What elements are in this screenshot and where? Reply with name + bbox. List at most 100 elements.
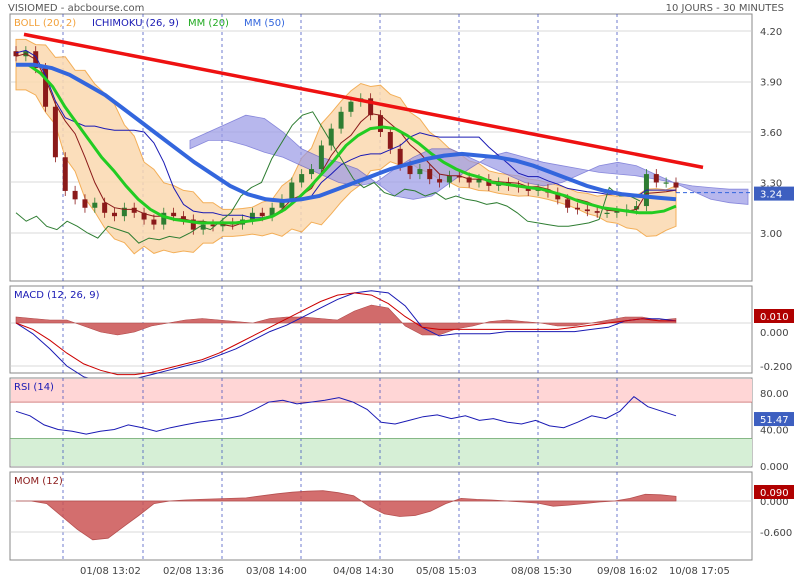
legend-ichimoku: ICHIMOKU (26, 9) <box>92 18 179 29</box>
rsi-title: RSI (14) <box>14 382 54 393</box>
candle-body <box>141 212 147 220</box>
y-tick-label: 40.00 <box>760 426 789 437</box>
macd-panel: 0.000 -0.200 0.010 <box>9 285 794 382</box>
price-panel: 4.20 3.90 3.60 3.30 3.00 3.24 <box>9 13 794 282</box>
candle-body <box>417 169 423 175</box>
current-value-label: 3.24 <box>760 190 782 201</box>
candle-body <box>407 165 413 175</box>
candle-body <box>82 199 88 208</box>
y-tick-label: 3.60 <box>760 128 782 139</box>
current-value-box <box>754 309 794 323</box>
mm50-line <box>16 62 677 204</box>
candle-body <box>663 182 669 184</box>
macd-yaxis: 0.000 -0.200 0.010 <box>754 309 794 373</box>
mom-yaxis: 0.000 -0.600 0.090 <box>754 485 794 539</box>
candle-body <box>131 207 137 213</box>
candle-body <box>72 190 78 200</box>
ichimoku-kijun-line <box>15 49 676 219</box>
candle-body <box>299 174 305 183</box>
y-tick-label: 0.000 <box>760 462 789 473</box>
ichimoku-cloud <box>189 114 749 205</box>
candle-body <box>673 182 679 188</box>
current-value-label: 0.010 <box>760 312 789 323</box>
symbol-title: VISIOMED - abcbourse.com <box>8 3 145 14</box>
candle-body <box>397 148 403 166</box>
current-value-label: 51.47 <box>760 415 789 426</box>
candle-body <box>437 179 443 183</box>
legend-mm50: MM (50) <box>244 18 285 29</box>
period-label: 10 JOURS - 30 MINUTES <box>665 3 784 14</box>
candle-body <box>466 177 472 183</box>
rsi-panel: 80.00 40.00 0.000 51.47 <box>9 377 794 473</box>
rsi-line <box>15 395 677 435</box>
candle-body <box>604 212 610 214</box>
candle-body <box>249 212 255 220</box>
candle-body <box>121 207 127 217</box>
candle-body <box>328 128 334 146</box>
candle-body <box>161 212 167 225</box>
current-value-label: 0.090 <box>760 488 789 499</box>
candle-body <box>446 175 452 183</box>
candle-body <box>584 209 590 212</box>
y-tick-label: 3.30 <box>760 179 782 190</box>
candle-body <box>525 187 531 191</box>
x-tick-label: 01/08 13:02 <box>80 566 141 577</box>
x-tick-label: 02/08 13:36 <box>163 566 224 577</box>
candle-body <box>92 202 98 208</box>
y-tick-label: 0.000 <box>760 497 789 508</box>
candle-body <box>190 219 196 230</box>
x-tick-label: 10/08 17:05 <box>669 566 730 577</box>
mm20-line <box>16 63 677 225</box>
candle-body <box>279 199 285 208</box>
x-tick-label: 09/08 16:02 <box>597 566 658 577</box>
macd-histogram <box>15 304 677 336</box>
momentum-area <box>16 490 677 541</box>
y-tick-label: -0.200 <box>760 362 792 373</box>
current-value-box <box>754 186 794 201</box>
x-tick-label: 08/08 15:30 <box>511 566 572 577</box>
candle-body <box>210 224 216 227</box>
candle-body <box>338 111 344 129</box>
mom-title: MOM (12) <box>14 476 63 487</box>
candle-body <box>13 51 19 57</box>
candle-body <box>269 207 275 217</box>
legend-mm20: MM (20) <box>188 18 229 29</box>
candle-body <box>180 216 186 220</box>
rsi-oversold-zone <box>11 438 752 466</box>
candle-body <box>259 212 265 217</box>
candle-body <box>574 207 580 210</box>
y-tick-label: 80.00 <box>760 389 789 400</box>
x-tick-label: 05/08 15:03 <box>416 566 477 577</box>
candle-body <box>62 157 68 191</box>
candle-body <box>653 174 659 183</box>
candle-body <box>348 101 354 112</box>
candle-body <box>151 219 157 225</box>
y-tick-label: 3.00 <box>760 229 782 240</box>
candle-body <box>171 212 177 217</box>
y-tick-label: 4.20 <box>760 27 782 38</box>
macd-signal-line <box>15 292 676 376</box>
macd-title: MACD (12, 26, 9) <box>14 290 100 301</box>
candle-body <box>43 68 49 107</box>
candle-body <box>377 115 383 132</box>
candle-body <box>102 202 108 213</box>
rsi-overbought-zone <box>11 379 752 403</box>
price-yaxis: 4.20 3.90 3.60 3.30 3.00 3.24 <box>676 27 794 240</box>
candle-body <box>594 211 600 213</box>
mom-panel: 0.000 -0.600 0.090 <box>9 471 794 561</box>
candle-body <box>555 192 561 200</box>
current-value-box <box>754 412 794 427</box>
candle-body <box>476 179 482 183</box>
x-tick-label: 04/08 14:30 <box>333 566 394 577</box>
legend-boll: BOLL (20, 2) <box>14 18 76 29</box>
ichimoku-chikou-line <box>15 111 641 244</box>
candle-body <box>634 206 640 210</box>
candle-body <box>614 211 620 213</box>
x-axis-labels: 01/08 13:02 02/08 13:36 03/08 14:00 04/08 1… <box>80 566 730 577</box>
candle-body <box>52 106 58 158</box>
candle-body <box>456 175 462 178</box>
x-tick-label: 03/08 14:00 <box>246 566 307 577</box>
candle-body <box>387 132 393 149</box>
